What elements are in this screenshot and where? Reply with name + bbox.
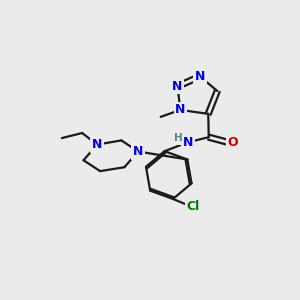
Text: N: N bbox=[92, 138, 102, 151]
Text: N: N bbox=[195, 70, 205, 83]
Text: Cl: Cl bbox=[186, 200, 200, 213]
Text: N: N bbox=[172, 80, 183, 93]
Text: N: N bbox=[175, 103, 185, 116]
Text: O: O bbox=[227, 136, 238, 149]
Text: N: N bbox=[133, 145, 143, 158]
Text: N: N bbox=[183, 136, 193, 149]
Text: H: H bbox=[174, 133, 183, 143]
